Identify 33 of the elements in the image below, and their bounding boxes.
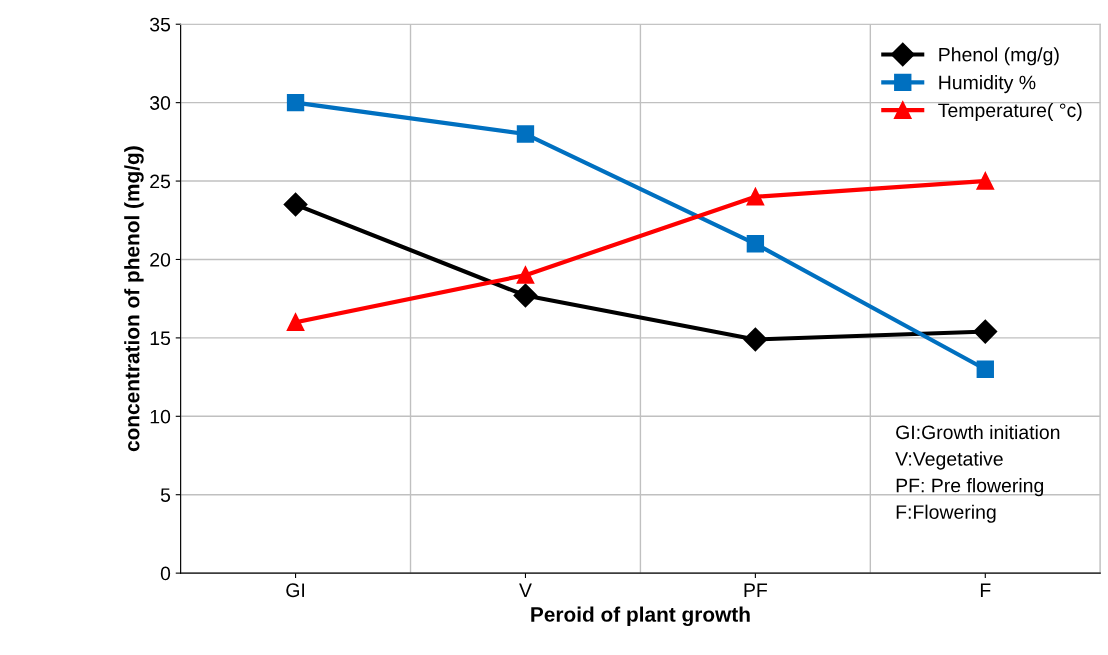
x-tick-label: F [980,583,991,597]
y-axis-title: concentration of phenol (mg/g) [124,146,144,452]
y-tick-label: 25 [150,174,171,189]
x-tick-label: PF [744,583,768,597]
y-tick-label: 35 [150,17,171,32]
point [513,283,538,308]
point [516,125,535,143]
x-axis-title: Peroid of plant growth [531,606,750,627]
y-tick-label: 10 [150,409,171,424]
annotation: V:Vegetative [895,451,1003,470]
legend-label: Humidity % [939,75,1036,94]
point [746,235,765,253]
point [976,360,994,378]
point [973,319,998,344]
legend-label: Temperature( °c) [938,102,1082,122]
x-tick-label: GI [286,583,305,598]
point [286,313,305,331]
point [746,188,765,206]
point [976,172,994,190]
y-tick-label: 5 [160,488,171,502]
annotation: F:Flowering [896,504,996,523]
point [286,93,305,112]
annotation: GI:Growth initiation [896,424,1060,440]
y-tick-label: 30 [150,96,171,110]
y-tick-label: 20 [150,252,171,267]
point [516,266,535,284]
annotation: PF: Pre flowering [896,478,1044,497]
point [283,192,308,217]
legend-label: Phenol (mg/g) [939,47,1059,66]
y-tick-label: 15 [150,331,171,346]
x-tick-label: V [519,583,532,597]
point [743,327,768,352]
y-tick-label: 0 [160,566,171,581]
